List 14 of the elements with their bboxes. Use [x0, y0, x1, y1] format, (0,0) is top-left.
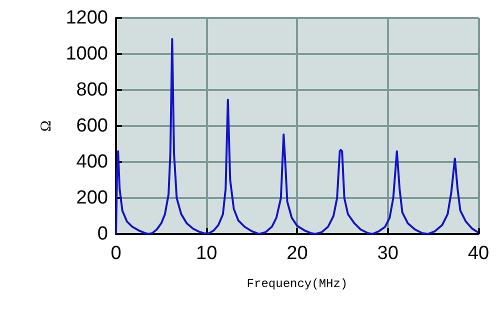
- y-tick-label: 200: [76, 188, 108, 208]
- y-tick-label: 0: [97, 224, 108, 244]
- x-tick-label: 10: [196, 243, 218, 264]
- y-axis-title: Ω: [38, 120, 54, 132]
- y-tick-label: 1200: [66, 8, 108, 28]
- x-tick-label: 40: [468, 243, 490, 264]
- x-tick-label: 30: [377, 243, 398, 264]
- y-tick-label: 600: [76, 116, 108, 136]
- y-tick-label: 1000: [66, 44, 108, 64]
- x-axis-title: Frequency(MHz): [246, 277, 348, 291]
- y-tick-label: 800: [76, 80, 108, 100]
- x-tick-label: 0: [110, 243, 122, 264]
- x-tick-label: 20: [286, 243, 308, 264]
- y-tick-label: 400: [76, 152, 108, 172]
